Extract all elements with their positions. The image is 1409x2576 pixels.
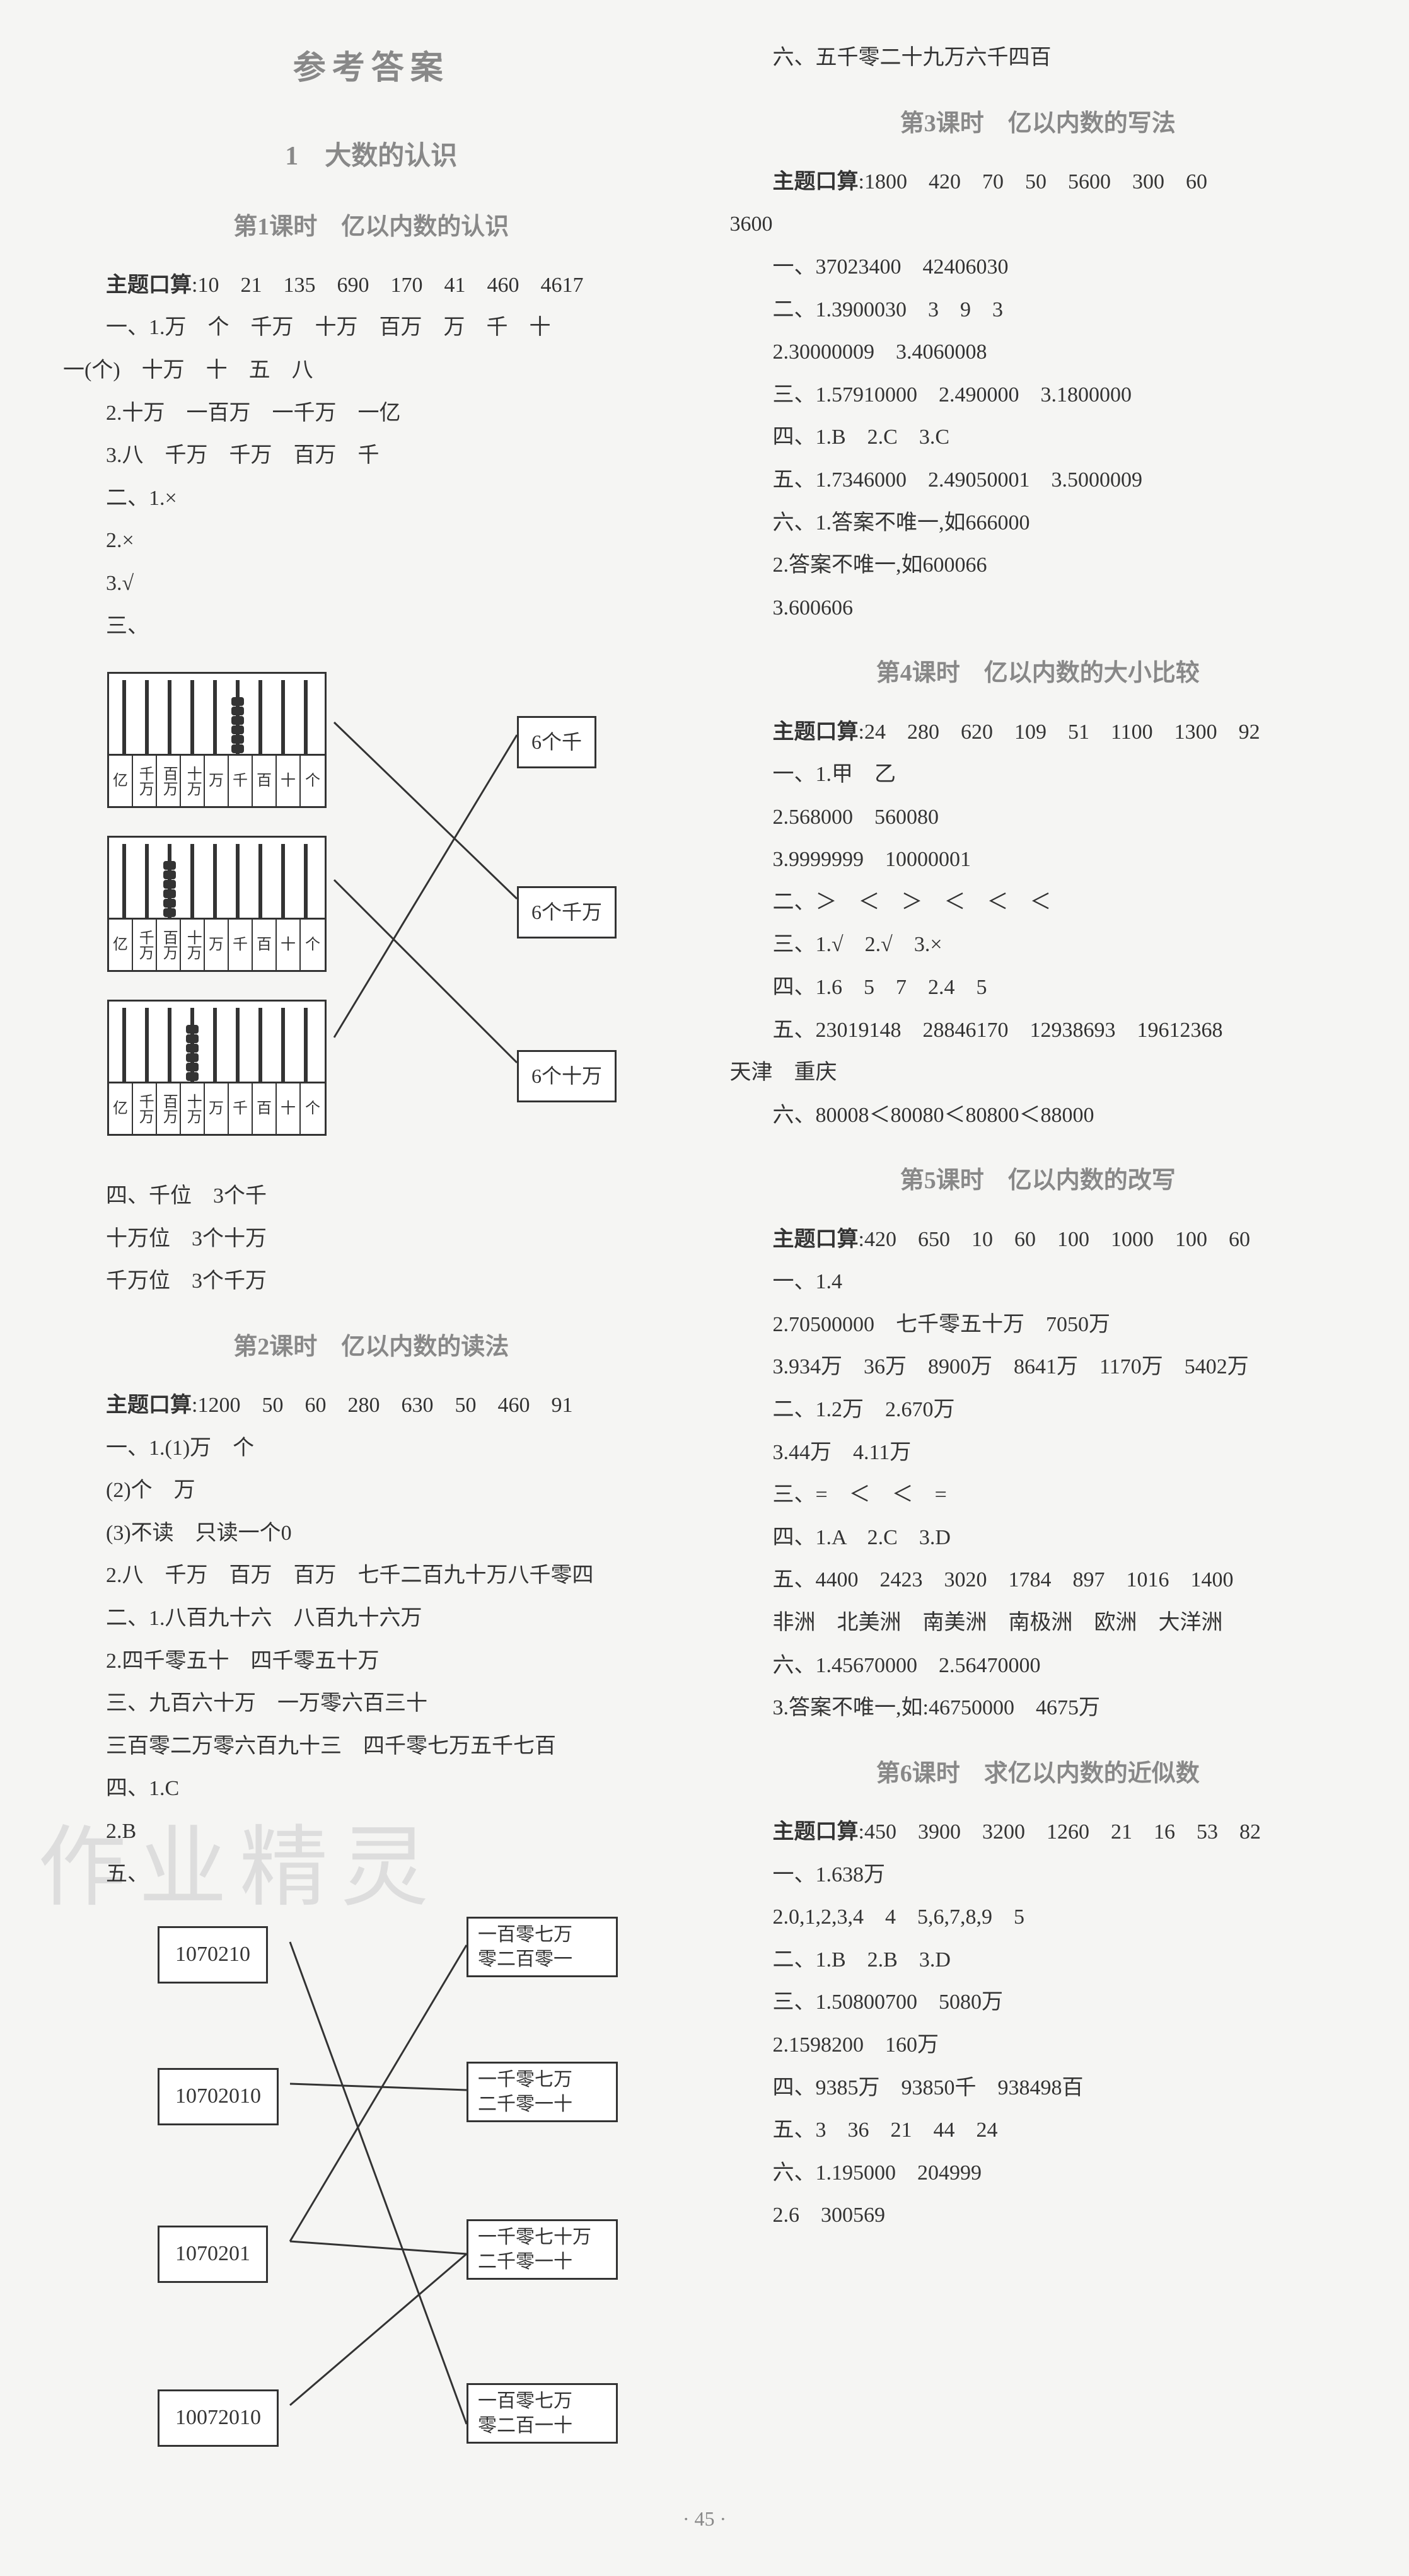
answer-line: 五、3 36 21 44 24 (730, 2110, 1347, 2151)
section-5-title: 第5课时 亿以内数的改写 (730, 1158, 1347, 1203)
answer-line: 五、4400 2423 3020 1784 897 1016 1400 (730, 1560, 1347, 1601)
match-label-3: 6个十万 (517, 1050, 617, 1102)
answer-line: 二、1.3900030 3 9 3 (730, 290, 1347, 331)
answer-line: 2.568000 560080 (730, 797, 1347, 838)
answer-line: 3600 (730, 204, 1347, 245)
abacus-2: 亿千万百万十万万千百十个 (107, 836, 327, 972)
abacus-1: 亿千万百万十万万千百十个 (107, 672, 327, 808)
num-left-3: 1070201 (158, 2226, 268, 2283)
answer-line: 3.600606 (730, 588, 1347, 629)
answer-line: 四、9385万 93850千 938498百 (730, 2068, 1347, 2109)
answer-line: 千万位 3个千万 (63, 1261, 680, 1302)
answer-line: 三、= ＜ ＜ = (730, 1475, 1347, 1516)
answer-line: 主题口算:10 21 135 690 170 41 460 4617 (63, 265, 680, 306)
answer-line: (2)个 万 (63, 1470, 680, 1511)
answer-line: 2.1598200 160万 (730, 2025, 1347, 2066)
section-4-title: 第4课时 亿以内数的大小比较 (730, 650, 1347, 696)
answer-line: 3.934万 36万 8900万 8641万 1170万 5402万 (730, 1347, 1347, 1388)
answer-line: 主题口算:24 280 620 109 51 1100 1300 92 (730, 712, 1347, 753)
answer-line: 3.八 千万 千万 百万 千 (63, 436, 680, 477)
answer-line: 一、1.638万 (730, 1855, 1347, 1896)
page-number: · 45 · (63, 2500, 1346, 2538)
abacus-match-diagram: 亿千万百万十万万千百十个亿千万百万十万万千百十个亿千万百万十万万千百十个 6个千… (63, 659, 680, 1164)
match-label-2: 6个千万 (517, 886, 617, 939)
answer-line: 二、1.B 2.B 3.D (730, 1940, 1347, 1981)
answer-line: 四、1.B 2.C 3.C (730, 417, 1347, 458)
answer-line: 四、千位 3个千 (63, 1176, 680, 1217)
number-match-diagram: 1070210 10702010 1070201 10072010 一百零七万零… (63, 1901, 680, 2468)
abacus-3: 亿千万百万十万万千百十个 (107, 1000, 327, 1136)
answer-line: 主题口算:420 650 10 60 100 1000 100 60 (730, 1220, 1347, 1261)
right-column: 六、五千零二十九万六千四百 第3课时 亿以内数的写法 主题口算:1800 420… (730, 38, 1347, 2468)
answer-line: 2.× (63, 521, 680, 562)
answer-line: (3)不读 只读一个0 (63, 1513, 680, 1554)
answer-line: 六、80008＜80080＜80800＜88000 (730, 1095, 1347, 1136)
answer-line: 二、1.× (63, 478, 680, 519)
answer-line: 三、1.√ 2.√ 3.× (730, 925, 1347, 966)
answer-line: 2.八 千万 百万 百万 七千二百九十万八千零四 (63, 1556, 680, 1597)
num-right-1: 一百零七万零二百零一 (467, 1917, 618, 1977)
answer-line: 二、＞ ＜ ＞ ＜ ＜ ＜ (730, 882, 1347, 923)
intro-line: 六、五千零二十九万六千四百 (730, 38, 1347, 79)
answer-line: 四、1.C (63, 1769, 680, 1810)
answer-line: 2.四千零五十 四千零五十万 (63, 1641, 680, 1682)
answer-line: 2.0,1,2,3,4 4 5,6,7,8,9 5 (730, 1897, 1347, 1938)
answer-line: 2.十万 一百万 一千万 一亿 (63, 393, 680, 434)
answer-line: 三、 (63, 606, 680, 647)
answer-line: 五、 (63, 1854, 680, 1895)
answer-line: 2.6 300569 (730, 2195, 1347, 2236)
answer-line: 一、1.(1)万 个 (63, 1428, 680, 1469)
main-title: 参考答案 (63, 38, 680, 100)
answer-line: 一、37023400 42406030 (730, 247, 1347, 288)
answer-line: 2.答案不唯一,如600066 (730, 545, 1347, 586)
answer-line: 3.√ (63, 563, 680, 604)
answer-line: 3.答案不唯一,如:46750000 4675万 (730, 1688, 1347, 1729)
chapter-title: 1 大数的认识 (63, 132, 680, 182)
num-right-4: 一百零七万零二百一十 (467, 2383, 618, 2444)
answer-line: 六、1.195000 204999 (730, 2153, 1347, 2194)
answer-line: 一、1.4 (730, 1262, 1347, 1303)
section-3-title: 第3课时 亿以内数的写法 (730, 101, 1347, 146)
answer-line: 3.9999999 10000001 (730, 840, 1347, 881)
answer-line: 二、1.八百九十六 八百九十六万 (63, 1598, 680, 1639)
num-left-1: 1070210 (158, 1926, 268, 1984)
answer-line: 五、23019148 28846170 12938693 19612368 (730, 1010, 1347, 1051)
answer-line: 主题口算:1200 50 60 280 630 50 460 91 (63, 1385, 680, 1426)
left-column: 参考答案 1 大数的认识 第1课时 亿以内数的认识 主题口算:10 21 135… (63, 38, 680, 2468)
answer-line: 主题口算:450 3900 3200 1260 21 16 53 82 (730, 1812, 1347, 1853)
num-right-2: 一千零七万二千零一十 (467, 2062, 618, 2122)
answer-line: 非洲 北美洲 南美洲 南极洲 欧洲 大洋洲 (730, 1603, 1347, 1644)
answer-line: 一、1.万 个 千万 十万 百万 万 千 十 (63, 308, 680, 349)
num-left-4: 10072010 (158, 2389, 279, 2447)
answer-line: 三、1.50800700 5080万 (730, 1982, 1347, 2023)
answer-line: 六、1.45670000 2.56470000 (730, 1646, 1347, 1687)
answer-line: 六、1.答案不唯一,如666000 (730, 503, 1347, 544)
answer-line: 一、1.甲 乙 (730, 754, 1347, 795)
section-1-title: 第1课时 亿以内数的认识 (63, 204, 680, 250)
num-left-2: 10702010 (158, 2068, 279, 2125)
answer-line: 三、1.57910000 2.490000 3.1800000 (730, 375, 1347, 416)
answer-line: 主题口算:1800 420 70 50 5600 300 60 (730, 162, 1347, 203)
answer-line: 四、1.A 2.C 3.D (730, 1518, 1347, 1559)
answer-line: 一(个) 十万 十 五 八 (63, 350, 680, 391)
answer-line: 2.B (63, 1811, 680, 1852)
section-6-title: 第6课时 求亿以内数的近似数 (730, 1751, 1347, 1796)
answer-line: 2.30000009 3.4060008 (730, 332, 1347, 373)
answer-line: 3.44万 4.11万 (730, 1433, 1347, 1474)
answer-line: 天津 重庆 (730, 1053, 1347, 1094)
answer-line: 三、九百六十万 一万零六百三十 (63, 1684, 680, 1724)
answer-line: 2.70500000 七千零五十万 7050万 (730, 1305, 1347, 1346)
answer-line: 十万位 3个十万 (63, 1219, 680, 1260)
answer-line: 四、1.6 5 7 2.4 5 (730, 967, 1347, 1008)
answer-line: 二、1.2万 2.670万 (730, 1390, 1347, 1431)
answer-line: 五、1.7346000 2.49050001 3.5000009 (730, 460, 1347, 501)
section-2-title: 第2课时 亿以内数的读法 (63, 1324, 680, 1370)
match-label-1: 6个千 (517, 716, 596, 768)
answer-line: 三百零二万零六百九十三 四千零七万五千七百 (63, 1726, 680, 1767)
num-right-3: 一千零七十万二千零一十 (467, 2219, 618, 2280)
